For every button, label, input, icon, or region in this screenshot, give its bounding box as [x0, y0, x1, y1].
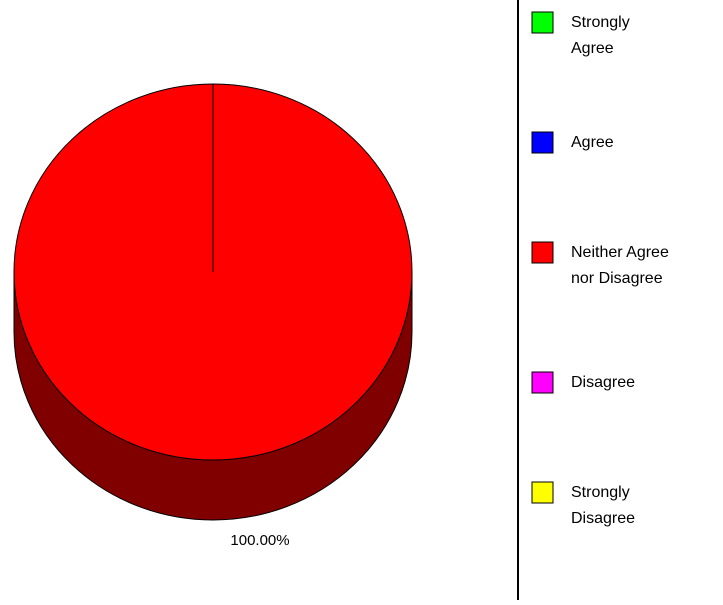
data-label-layer: 100.00% [230, 532, 289, 549]
legend-label: Neither Agree nor Disagree [571, 244, 669, 287]
data-label: 100.00% [230, 532, 289, 549]
legend-label-line: Agree [571, 134, 614, 151]
legend-label-line: Disagree [571, 374, 635, 391]
legend-label-line: Strongly [571, 14, 630, 31]
legend-swatch [531, 131, 554, 154]
legend-item: Disagree [531, 371, 635, 394]
legend-label-line: Strongly [571, 484, 630, 501]
legend-item: Strongly Agree [531, 11, 630, 57]
legend-label-line: Neither Agree [571, 244, 669, 261]
legend-label: Agree [571, 134, 614, 151]
legend-label-line: Disagree [571, 510, 635, 527]
legend-label-line: nor Disagree [571, 270, 663, 287]
legend-swatch [531, 11, 554, 34]
legend-label: Strongly Disagree [571, 484, 635, 527]
legend-swatch [531, 241, 554, 264]
legend-swatch [531, 481, 554, 504]
legend-label-line: Agree [571, 40, 614, 57]
legend: Strongly Agree Agree Neither Agree nor Disag… [531, 11, 669, 527]
legend-item: Agree [531, 131, 614, 154]
legend-label: Disagree [571, 374, 635, 391]
legend-item: Neither Agree nor Disagree [531, 241, 669, 287]
pie-layer [13, 83, 413, 521]
legend-item: Strongly Disagree [531, 481, 635, 527]
legend-swatch [531, 371, 554, 394]
legend-label: Strongly Agree [571, 14, 630, 57]
